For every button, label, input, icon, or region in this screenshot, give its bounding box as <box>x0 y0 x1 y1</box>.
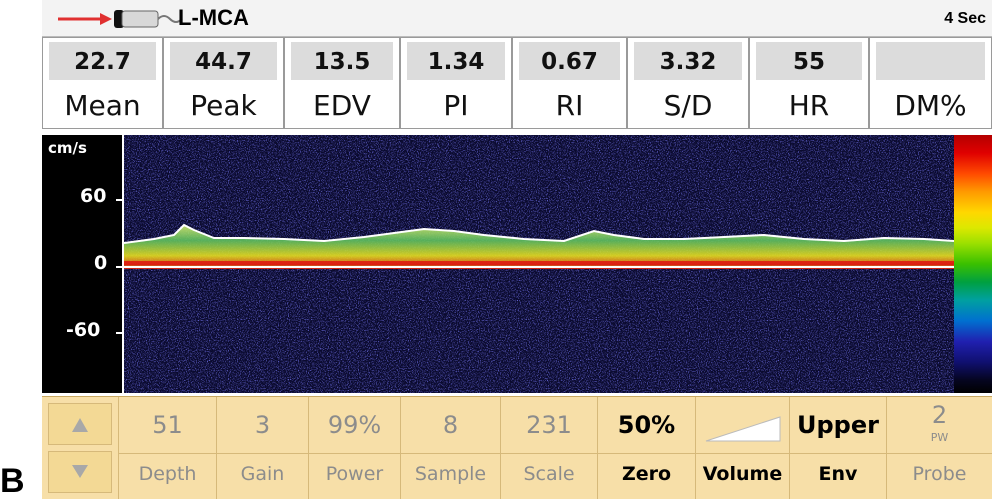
divider <box>790 453 886 454</box>
sweep-speed[interactable]: 4 Sec <box>944 10 986 27</box>
tick-mark <box>116 199 122 201</box>
control-value: 8 <box>442 411 459 439</box>
control-depth[interactable]: 51 Depth <box>118 397 216 499</box>
control-env[interactable]: Upper Env <box>789 397 886 499</box>
divider <box>696 453 789 454</box>
control-value: Upper <box>797 411 879 439</box>
divider <box>217 453 308 454</box>
measurement-edv: 13.5 EDV <box>284 37 400 129</box>
control-label: Gain <box>240 463 285 485</box>
measurement-sd: 3.32 S/D <box>627 37 749 129</box>
measurement-label: S/D <box>663 89 713 122</box>
color-scale-bar <box>954 135 992 393</box>
spectrum-low-velocity <box>124 261 954 265</box>
axis-unit: cm/s <box>48 139 87 157</box>
divider <box>119 453 216 454</box>
control-sample[interactable]: 8 Sample <box>400 397 500 499</box>
control-label: Volume <box>702 463 783 485</box>
tick-label-neg60: -60 <box>66 319 101 341</box>
measurement-value: 44.7 <box>170 42 277 80</box>
measurement-label: DM% <box>894 89 967 122</box>
control-value: 231 <box>526 411 572 439</box>
spectral-waveform <box>124 135 954 393</box>
control-label: Scale <box>523 463 575 485</box>
measurement-mean: 22.7 Mean <box>42 37 163 129</box>
control-value: 99% <box>327 411 382 439</box>
control-power[interactable]: 99% Power <box>308 397 400 499</box>
probe-mode: PW <box>930 431 949 444</box>
measurement-ri: 0.67 RI <box>512 37 627 129</box>
measurement-value <box>876 42 985 80</box>
measurement-peak: 44.7 Peak <box>163 37 284 129</box>
measurement-label: EDV <box>313 89 371 122</box>
measurement-value: 1.34 <box>407 42 505 80</box>
control-gain[interactable]: 3 Gain <box>216 397 308 499</box>
control-value: 51 <box>152 411 183 439</box>
measurement-label: PI <box>443 89 469 122</box>
decrease-button[interactable] <box>48 451 112 493</box>
measurement-value: 3.32 <box>634 42 742 80</box>
divider <box>309 453 400 454</box>
measurement-value: 13.5 <box>291 42 393 80</box>
probe-icon <box>58 10 183 28</box>
header-bar: L-MCA 4 Sec <box>42 0 992 37</box>
measurement-value: 55 <box>756 42 862 80</box>
measurement-label: HR <box>788 89 830 122</box>
measurement-dm: DM% <box>869 37 992 129</box>
triangle-up-icon <box>72 418 88 432</box>
divider <box>501 453 597 454</box>
measurement-label: Peak <box>190 89 257 122</box>
adjust-arrows <box>42 397 118 499</box>
measurement-value: 22.7 <box>49 42 156 80</box>
measurements-panel: 22.7 Mean 44.7 Peak 13.5 EDV 1.34 PI 0.6… <box>42 37 992 129</box>
control-zero[interactable]: 50% Zero <box>597 397 695 499</box>
measurement-pi: 1.34 PI <box>400 37 512 129</box>
control-label: Power <box>325 463 384 485</box>
velocity-axis: cm/s 60 0 -60 <box>42 135 124 393</box>
axis-line <box>122 135 124 393</box>
tick-label-60: 60 <box>80 185 107 207</box>
control-bar: 51 Depth 3 Gain 99% Power 8 Sample 231 S… <box>42 396 992 499</box>
measurement-label: Mean <box>64 89 141 122</box>
control-value: 2 <box>931 401 948 429</box>
volume-ramp-icon <box>705 416 781 442</box>
control-label: Sample <box>414 463 487 485</box>
control-volume[interactable]: Volume <box>695 397 789 499</box>
measurement-label: RI <box>555 89 584 122</box>
control-value: 3 <box>254 411 271 439</box>
measurement-value: 0.67 <box>519 42 620 80</box>
measurement-hr: 55 HR <box>749 37 869 129</box>
control-label: Probe <box>912 463 967 485</box>
control-probe[interactable]: 2 PW Probe <box>886 397 992 499</box>
control-label: Zero <box>621 463 672 485</box>
figure-label: B <box>0 462 25 500</box>
velocity-envelope <box>124 223 954 244</box>
tick-label-0: 0 <box>94 252 108 274</box>
divider <box>401 453 500 454</box>
increase-button[interactable] <box>48 403 112 445</box>
triangle-down-icon <box>72 465 88 478</box>
divider <box>887 453 992 454</box>
vessel-label: L-MCA <box>178 5 249 30</box>
doppler-display: cm/s 60 0 -60 <box>42 135 992 393</box>
divider <box>598 453 695 454</box>
control-label: Depth <box>138 463 197 485</box>
control-value: 50% <box>617 411 676 439</box>
control-label: Env <box>818 463 858 485</box>
control-scale[interactable]: 231 Scale <box>500 397 597 499</box>
tick-mark <box>116 332 122 334</box>
tick-mark <box>116 266 122 268</box>
